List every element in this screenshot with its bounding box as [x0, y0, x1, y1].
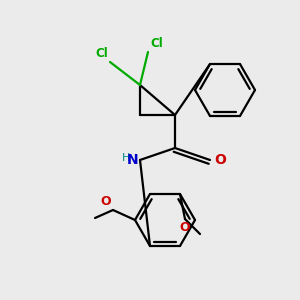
Text: Cl: Cl	[150, 37, 163, 50]
Text: N: N	[126, 153, 138, 167]
Text: O: O	[214, 153, 226, 167]
Text: H: H	[122, 153, 130, 163]
Text: O: O	[100, 195, 111, 208]
Text: Cl: Cl	[95, 47, 108, 60]
Text: O: O	[180, 221, 190, 234]
